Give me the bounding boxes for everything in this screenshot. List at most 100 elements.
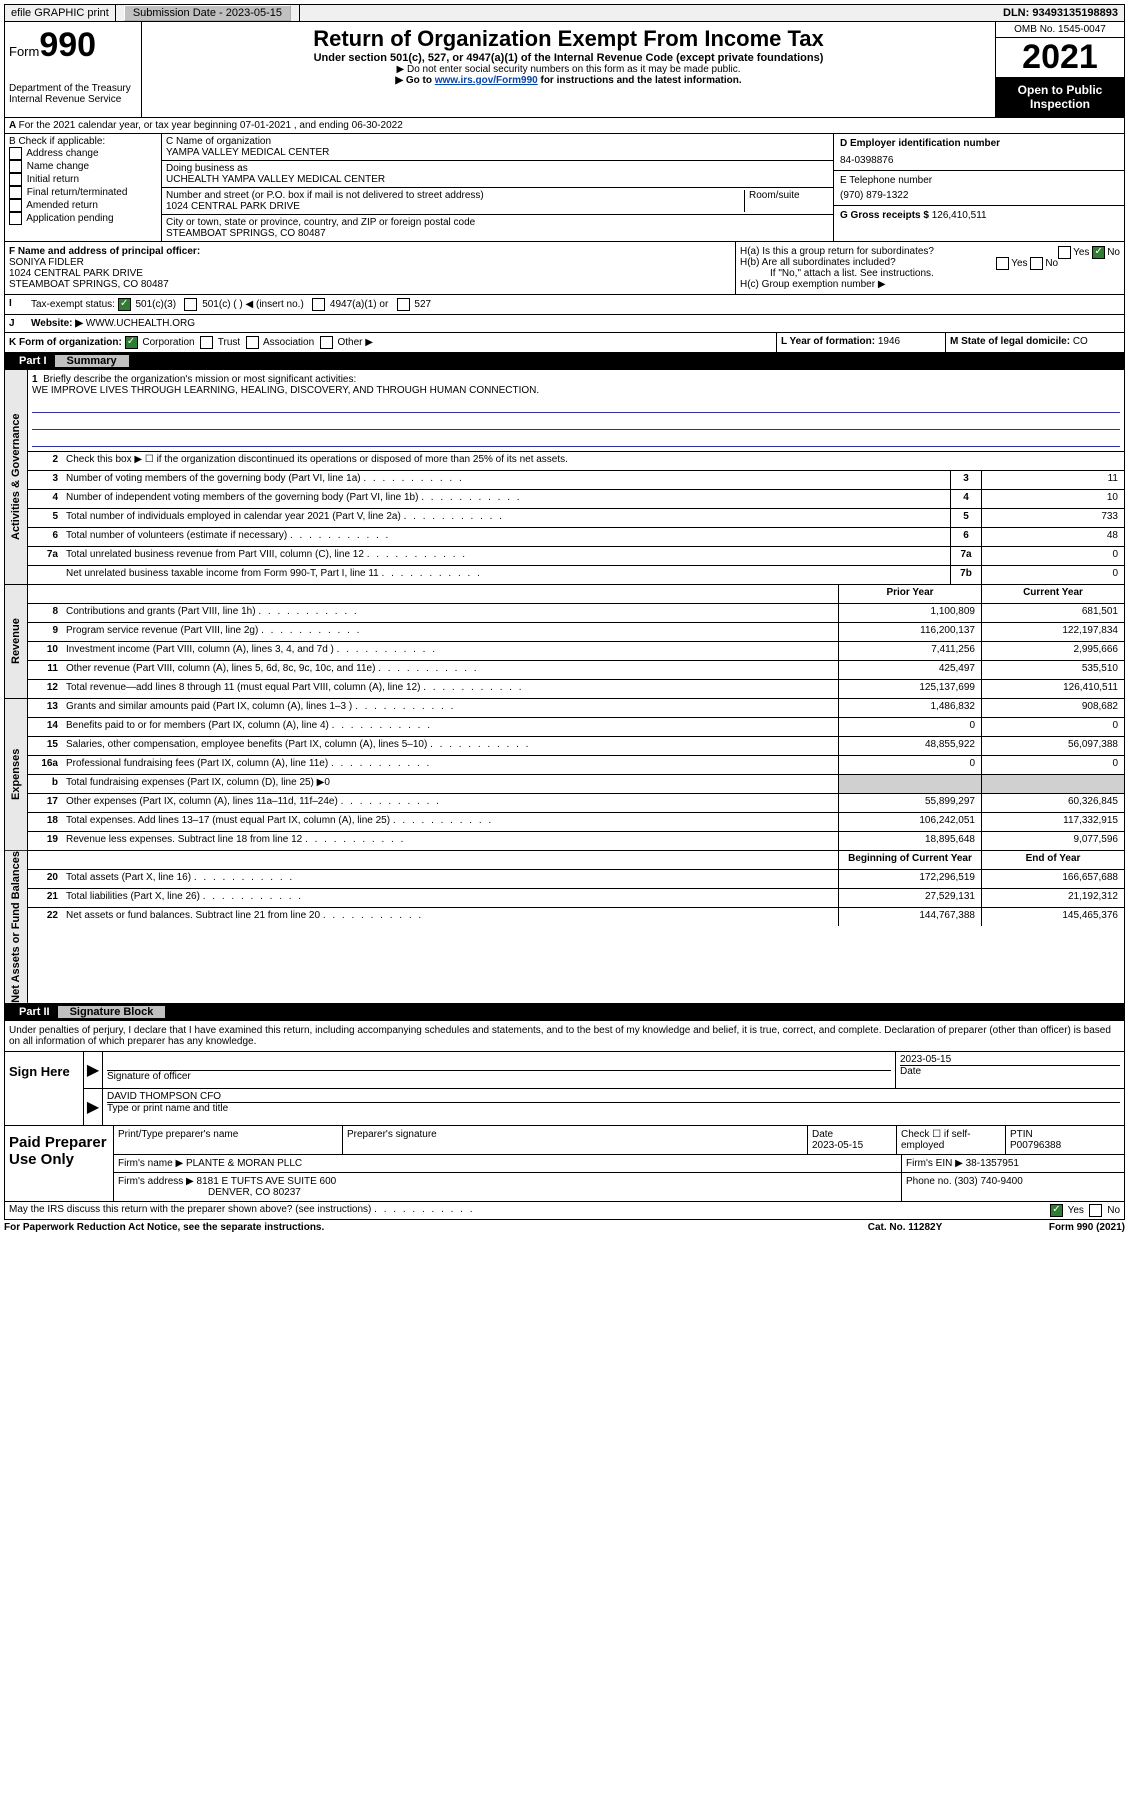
- table-row: 5Total number of individuals employed in…: [28, 509, 1124, 528]
- row-i-j: I Tax-exempt status: 501(c)(3) 501(c) ( …: [4, 295, 1125, 315]
- row-2: 2 Check this box ▶ ☐ if the organization…: [28, 452, 1124, 471]
- chk-other[interactable]: [320, 336, 333, 349]
- table-row: 21Total liabilities (Part X, line 26) 27…: [28, 889, 1124, 908]
- top-bar: efile GRAPHIC print Submission Date - 20…: [4, 4, 1125, 22]
- tax-year: 2021: [996, 38, 1124, 77]
- table-row: 8Contributions and grants (Part VIII, li…: [28, 604, 1124, 623]
- part-ii-header: Part II Signature Block: [4, 1004, 1125, 1021]
- ein-cell: D Employer identification number 84-0398…: [834, 134, 1124, 171]
- prep-row-1: Print/Type preparer's name Preparer's si…: [114, 1126, 1124, 1155]
- form-header: Form990 Department of the Treasury Inter…: [4, 22, 1125, 118]
- dba-cell: Doing business as UCHEALTH YAMPA VALLEY …: [162, 161, 833, 188]
- row-klm: K Form of organization: Corporation Trus…: [4, 333, 1125, 353]
- omb-number: OMB No. 1545-0047: [996, 22, 1124, 38]
- declaration-block: Under penalties of perjury, I declare th…: [4, 1021, 1125, 1052]
- table-row: 15Salaries, other compensation, employee…: [28, 737, 1124, 756]
- section-net-assets: Net Assets or Fund Balances Beginning of…: [4, 851, 1125, 1004]
- open-to-public: Open to Public Inspection: [996, 77, 1124, 117]
- submission-date-cell: Submission Date - 2023-05-15: [116, 5, 300, 21]
- dln-cell: DLN: 93493135198893: [997, 5, 1124, 21]
- chk-501c3[interactable]: [118, 298, 131, 311]
- chk-501c[interactable]: [184, 298, 197, 311]
- declaration-text: Under penalties of perjury, I declare th…: [5, 1021, 1124, 1051]
- chk-assoc[interactable]: [246, 336, 259, 349]
- h-a: H(a) Is this a group return for subordin…: [740, 246, 1120, 257]
- chk-trust[interactable]: [200, 336, 213, 349]
- na-header: Beginning of Current Year End of Year: [28, 851, 1124, 870]
- row-j: J Website: ▶ WWW.UCHEALTH.ORG: [4, 315, 1125, 333]
- table-row: 19Revenue less expenses. Subtract line 1…: [28, 832, 1124, 850]
- tab-revenue: Revenue: [5, 585, 28, 698]
- chk-discuss-no[interactable]: [1089, 1204, 1102, 1217]
- table-row: 3Number of voting members of the governi…: [28, 471, 1124, 490]
- submission-date-button[interactable]: Submission Date - 2023-05-15: [124, 5, 291, 21]
- tab-governance: Activities & Governance: [5, 370, 28, 584]
- irs-link[interactable]: www.irs.gov/Form990: [435, 75, 538, 86]
- chk-address-change[interactable]: Address change: [9, 147, 157, 160]
- table-row: 10Investment income (Part VIII, column (…: [28, 642, 1124, 661]
- chk-final-return[interactable]: Final return/terminated: [9, 186, 157, 199]
- part-i-header: Part I Summary: [4, 353, 1125, 370]
- section-bcdeg: B Check if applicable: Address change Na…: [4, 134, 1125, 242]
- tax-exempt-status: Tax-exempt status: 501(c)(3) 501(c) ( ) …: [27, 295, 1124, 314]
- gross-receipts-cell: G Gross receipts $ 126,410,511: [834, 206, 1124, 225]
- table-row: 16aProfessional fundraising fees (Part I…: [28, 756, 1124, 775]
- table-row: 22Net assets or fund balances. Subtract …: [28, 908, 1124, 926]
- chk-amended[interactable]: Amended return: [9, 199, 157, 212]
- table-row: 17Other expenses (Part IX, column (A), l…: [28, 794, 1124, 813]
- table-row: 9Program service revenue (Part VIII, lin…: [28, 623, 1124, 642]
- header-right: OMB No. 1545-0047 2021 Open to Public In…: [996, 22, 1124, 117]
- street-cell: Number and street (or P.O. box if mail i…: [162, 188, 833, 215]
- room-suite: Room/suite: [745, 190, 829, 212]
- sig-date: 2023-05-15: [900, 1054, 1120, 1065]
- col-de: D Employer identification number 84-0398…: [834, 134, 1124, 241]
- page-footer: For Paperwork Reduction Act Notice, see …: [4, 1220, 1125, 1235]
- table-row: 14Benefits paid to or for members (Part …: [28, 718, 1124, 737]
- chk-corp[interactable]: [125, 336, 138, 349]
- chk-name-change[interactable]: Name change: [9, 160, 157, 173]
- prep-row-3: Firm's address ▶ 8181 E TUFTS AVE SUITE …: [114, 1173, 1124, 1201]
- table-row: 11Other revenue (Part VIII, column (A), …: [28, 661, 1124, 680]
- form-subtitle: Under section 501(c), 527, or 4947(a)(1)…: [146, 52, 991, 64]
- org-name-cell: C Name of organization YAMPA VALLEY MEDI…: [162, 134, 833, 161]
- chk-527[interactable]: [397, 298, 410, 311]
- chk-app-pending[interactable]: Application pending: [9, 212, 157, 225]
- box-b-title: B Check if applicable:: [9, 136, 157, 147]
- phone-cell: E Telephone number (970) 879-1322: [834, 171, 1124, 206]
- state-domicile: M State of legal domicile: CO: [945, 333, 1124, 352]
- box-b: B Check if applicable: Address change Na…: [5, 134, 162, 241]
- table-row: 18Total expenses. Add lines 13–17 (must …: [28, 813, 1124, 832]
- table-row: 12Total revenue—add lines 8 through 11 (…: [28, 680, 1124, 698]
- section-governance: Activities & Governance 1 Briefly descri…: [4, 370, 1125, 585]
- form-number: Form990: [9, 26, 137, 65]
- city-cell: City or town, state or province, country…: [162, 215, 833, 241]
- section-revenue: Revenue Prior Year Current Year 8Contrib…: [4, 585, 1125, 699]
- note-ssn: ▶ Do not enter social security numbers o…: [146, 64, 991, 75]
- form-of-org: K Form of organization: Corporation Trus…: [5, 333, 776, 352]
- note-goto: ▶ Go to www.irs.gov/Form990 for instruct…: [146, 75, 991, 86]
- officer-name: DAVID THOMPSON CFO: [107, 1091, 1120, 1102]
- prep-row-2: Firm's name ▶ PLANTE & MORAN PLLC Firm's…: [114, 1155, 1124, 1173]
- chk-4947[interactable]: [312, 298, 325, 311]
- chk-discuss-yes[interactable]: [1050, 1204, 1063, 1217]
- box-c: C Name of organization YAMPA VALLEY MEDI…: [162, 134, 834, 241]
- table-row: 20Total assets (Part X, line 16) 172,296…: [28, 870, 1124, 889]
- section-expenses: Expenses 13Grants and similar amounts pa…: [4, 699, 1125, 851]
- officer-name-label: Type or print name and title: [107, 1102, 1120, 1114]
- may-discuss-row: May the IRS discuss this return with the…: [4, 1202, 1125, 1220]
- box-h: H(a) Is this a group return for subordin…: [736, 242, 1124, 294]
- table-row: 6Total number of volunteers (estimate if…: [28, 528, 1124, 547]
- h-c: H(c) Group exemption number ▶: [740, 279, 1120, 290]
- row-a-tax-year: A For the 2021 calendar year, or tax yea…: [4, 118, 1125, 134]
- sign-here-label: Sign Here: [5, 1052, 84, 1125]
- arrow-icon: ▶: [84, 1089, 103, 1125]
- form-title: Return of Organization Exempt From Incom…: [146, 26, 991, 52]
- chk-initial-return[interactable]: Initial return: [9, 173, 157, 186]
- section-fh: F Name and address of principal officer:…: [4, 242, 1125, 295]
- table-row: bTotal fundraising expenses (Part IX, co…: [28, 775, 1124, 794]
- website-cell: Website: ▶ WWW.UCHEALTH.ORG: [27, 315, 1124, 332]
- table-row: 4Number of independent voting members of…: [28, 490, 1124, 509]
- sign-here-block: Sign Here ▶ Signature of officer 2023-05…: [4, 1052, 1125, 1126]
- box-f: F Name and address of principal officer:…: [5, 242, 736, 294]
- paid-preparer-label: Paid Preparer Use Only: [5, 1126, 114, 1201]
